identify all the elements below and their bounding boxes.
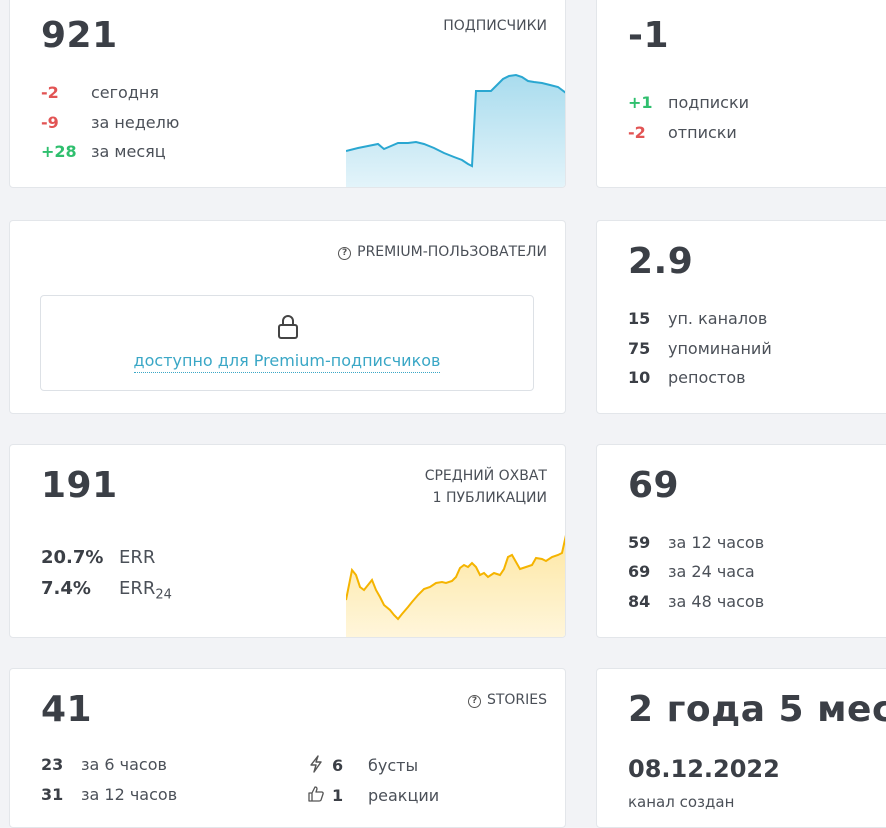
premium-link[interactable]: доступно для Premium-подписчиков — [41, 351, 533, 373]
reach-card: 191 СРЕДНИЙ ОХВАТ 1 ПУБЛИКАЦИИ 20.7% ERR … — [9, 444, 566, 638]
premium-label: ? PREMIUM-ПОЛЬЗОВАТЕЛИ — [338, 241, 547, 263]
stat-row: +28 за месяц — [41, 142, 166, 161]
reach-total: 191 — [41, 465, 118, 506]
thumbs-up-icon — [308, 786, 324, 802]
lightning-icon — [310, 755, 322, 773]
stat-row: 7.4% ERR24 — [41, 578, 172, 603]
reactions-row: 1 реакции — [308, 785, 439, 805]
stat-row: 15 уп. каналов — [628, 309, 768, 328]
stories-label: ? STORIES — [467, 689, 547, 711]
stat-row: 75 упоминаний — [628, 339, 772, 358]
mentions-card: 2.9 15 уп. каналов 75 упоминаний 10 репосто… — [596, 220, 886, 414]
stat-row: 10 репостов — [628, 368, 746, 387]
stories-card: 41 ? STORIES 23 за 6 часов 31 за 12 часов 6… — [9, 668, 566, 828]
daily-card: -1 +1 подписки -2 отписки — [596, 0, 886, 188]
subscribers-label: ПОДПИСЧИКИ — [443, 18, 547, 34]
views-card: 69 59 за 12 часов 69 за 24 часа 84 за 48 ча… — [596, 444, 886, 638]
stat-row: +1 подписки — [628, 93, 750, 112]
stat-row: 59 за 12 часов — [628, 533, 765, 552]
daily-total: -1 — [628, 15, 669, 56]
stories-total: 41 — [41, 689, 93, 730]
question-icon: ? — [338, 247, 352, 260]
premium-lock-box: доступно для Premium-подписчиков — [40, 295, 534, 391]
age-total: 2 года 5 месяц — [628, 689, 886, 730]
stat-row: -2 отписки — [628, 123, 737, 142]
created-date: 08.12.2022 — [628, 755, 780, 783]
stat-row: 20.7% ERR — [41, 547, 156, 568]
premium-card: ? PREMIUM-ПОЛЬЗОВАТЕЛИ доступно для Premi… — [9, 220, 566, 414]
subscribers-total: 921 — [41, 15, 118, 56]
boosts-row: 6 бусты — [308, 755, 418, 775]
stat-row: 84 за 48 часов — [628, 592, 765, 611]
stat-row: 31 за 12 часов — [41, 785, 178, 804]
lock-icon — [278, 315, 298, 339]
question-icon: ? — [467, 695, 481, 708]
stat-row: 69 за 24 часа — [628, 562, 755, 581]
stat-row: 23 за 6 часов — [41, 755, 167, 774]
stat-row: -9 за неделю — [41, 113, 180, 132]
views-total: 69 — [628, 465, 680, 506]
reach-label: СРЕДНИЙ ОХВАТ 1 ПУБЛИКАЦИИ — [424, 468, 547, 506]
age-card: 2 года 5 месяц 08.12.2022 канал создан — [596, 668, 886, 828]
created-caption: канал создан — [628, 793, 735, 811]
subscribers-card: 921 ПОДПИСЧИКИ -2 сегодня -9 за неделю +28… — [9, 0, 566, 188]
mentions-total: 2.9 — [628, 241, 694, 282]
stat-row: -2 сегодня — [41, 83, 159, 102]
reach-sparkline — [346, 535, 565, 637]
subscribers-sparkline — [346, 73, 565, 187]
